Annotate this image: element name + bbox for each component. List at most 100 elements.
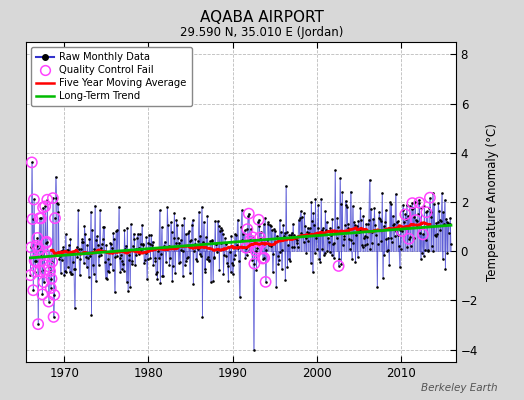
Point xyxy=(435,208,443,214)
Point xyxy=(327,232,335,238)
Point xyxy=(341,222,349,228)
Point xyxy=(26,272,35,278)
Point xyxy=(63,247,71,253)
Point xyxy=(171,270,179,277)
Point xyxy=(100,223,108,230)
Point xyxy=(162,246,171,252)
Point xyxy=(171,240,180,246)
Point xyxy=(74,246,83,252)
Point xyxy=(264,219,272,225)
Point xyxy=(125,252,134,258)
Point xyxy=(31,268,39,275)
Point xyxy=(310,222,318,228)
Point xyxy=(276,217,284,224)
Point xyxy=(139,241,148,247)
Point xyxy=(295,233,303,239)
Point xyxy=(46,268,54,274)
Point xyxy=(277,229,285,235)
Point xyxy=(155,254,163,261)
Point xyxy=(221,235,229,242)
Point xyxy=(90,270,98,277)
Point xyxy=(328,216,336,223)
Point xyxy=(292,239,301,246)
Point xyxy=(38,291,47,298)
Point xyxy=(247,225,255,232)
Point xyxy=(250,260,258,267)
Point xyxy=(191,236,200,242)
Point xyxy=(115,255,124,262)
Point xyxy=(50,292,59,298)
Point xyxy=(324,235,332,242)
Point xyxy=(235,257,243,264)
Point xyxy=(61,231,70,237)
Point xyxy=(357,217,365,224)
Point xyxy=(367,206,375,212)
Point xyxy=(55,256,63,262)
Point xyxy=(375,209,384,215)
Point xyxy=(259,255,267,262)
Point xyxy=(414,210,422,217)
Point xyxy=(272,233,281,239)
Point xyxy=(372,232,380,238)
Point xyxy=(398,228,406,234)
Point xyxy=(98,241,106,247)
Point xyxy=(402,202,411,208)
Point xyxy=(73,254,82,260)
Point xyxy=(252,248,260,254)
Point xyxy=(27,244,35,251)
Point xyxy=(291,235,299,241)
Point xyxy=(47,276,56,282)
Point xyxy=(276,249,285,255)
Point xyxy=(129,230,138,237)
Point xyxy=(51,215,59,221)
Point xyxy=(119,261,127,268)
Point xyxy=(392,228,400,234)
Point xyxy=(107,245,116,251)
Point xyxy=(390,220,398,227)
Point xyxy=(365,176,374,183)
Point xyxy=(233,242,241,248)
Point xyxy=(179,273,187,280)
Point xyxy=(105,260,114,267)
Point xyxy=(162,259,170,266)
Point xyxy=(49,195,57,201)
Point xyxy=(96,251,105,258)
Point xyxy=(37,252,46,258)
Point xyxy=(347,236,355,243)
Point xyxy=(68,270,76,277)
Point xyxy=(441,266,450,272)
Point xyxy=(294,244,302,250)
Point xyxy=(163,204,171,211)
Point xyxy=(74,207,82,213)
Point xyxy=(185,228,193,235)
Point xyxy=(37,215,45,222)
Point xyxy=(336,201,345,207)
Point xyxy=(233,216,242,223)
Text: AQABA AIRPORT: AQABA AIRPORT xyxy=(200,10,324,25)
Point xyxy=(110,236,118,242)
Point xyxy=(298,214,307,220)
Point xyxy=(305,230,313,236)
Point xyxy=(249,346,258,353)
Point xyxy=(81,231,90,237)
Point xyxy=(400,219,408,225)
Point xyxy=(414,197,423,203)
Point xyxy=(72,244,81,250)
Point xyxy=(331,167,340,173)
Point xyxy=(99,236,107,242)
Point xyxy=(217,240,225,246)
Point xyxy=(292,235,300,242)
Point xyxy=(77,246,85,252)
Point xyxy=(193,246,202,253)
Point xyxy=(324,238,333,245)
Point xyxy=(65,242,73,248)
Point xyxy=(220,271,228,278)
Point xyxy=(133,234,141,241)
Point xyxy=(47,285,55,291)
Point xyxy=(42,238,51,245)
Point xyxy=(425,204,433,211)
Point xyxy=(258,236,266,243)
Point xyxy=(419,231,427,238)
Point xyxy=(157,251,165,258)
Point xyxy=(427,213,435,220)
